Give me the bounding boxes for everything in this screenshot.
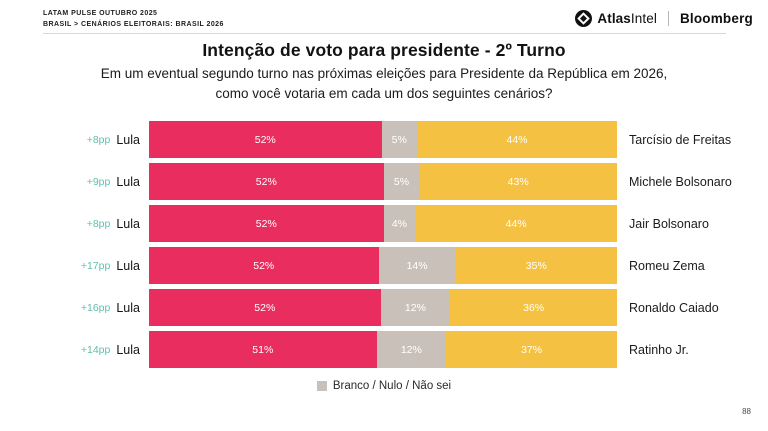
opponent-name: Ronaldo Caiado <box>629 300 719 315</box>
bar-segment-lula: 51% <box>149 331 377 368</box>
segment-value-label: 35% <box>525 259 547 272</box>
atlas-wordmark-regular: Intel <box>630 10 657 26</box>
segment-value-label: 37% <box>521 343 543 356</box>
bar-segment-opponent: 44% <box>415 205 618 242</box>
bar-segment-opponent: 44% <box>417 121 617 158</box>
atlasintel-wordmark: AtlasIntel <box>597 11 657 26</box>
brand-logos: AtlasIntel Bloomberg <box>575 8 753 28</box>
segment-value-label: 14% <box>406 259 428 272</box>
kicker-line-2: BRASIL > CENÁRIOS ELEITORAIS: BRASIL 202… <box>43 21 224 28</box>
legend-label: Branco / Nulo / Não sei <box>332 380 452 392</box>
segment-value-label: 51% <box>252 343 274 356</box>
brand-divider <box>667 10 669 26</box>
lead-margin-label: +8pp <box>86 217 111 230</box>
bar-segment-lula: 52% <box>149 121 382 158</box>
lula-label: Lula <box>116 216 140 231</box>
stacked-bar: 52% 5% 44% <box>149 121 617 158</box>
bar-segment-neutral: 14% <box>378 247 456 284</box>
opponent-name: Ratinho Jr. <box>629 342 689 357</box>
stacked-bar: 52% 12% 36% <box>149 289 617 326</box>
bar-segment-neutral: 5% <box>381 121 418 158</box>
bar-segment-opponent: 36% <box>450 289 617 326</box>
lead-margin-label: +16pp <box>80 301 111 314</box>
lead-margin-label: +17pp <box>80 259 111 272</box>
row-left-labels: +14pp Lula <box>43 331 149 368</box>
chart-row: +8pp Lula 52% 5% 44% Tarcísio de Freitas <box>43 121 753 158</box>
lula-label: Lula <box>116 258 140 273</box>
chart-row: +16pp Lula 52% 12% 36% Ronaldo Caiado <box>43 289 753 326</box>
segment-value-label: 5% <box>393 175 410 188</box>
stacked-bar: 52% 5% 43% <box>149 163 618 200</box>
subtitle-line-1: Em um eventual segundo turno nas próxima… <box>100 66 668 81</box>
kicker-line-1: LATAM PULSE OUTUBRO 2025 <box>43 10 158 17</box>
segment-value-label: 44% <box>506 133 528 146</box>
opponent-name: Jair Bolsonaro <box>629 216 709 231</box>
bar-segment-lula: 52% <box>149 289 381 326</box>
bar-segment-neutral: 12% <box>380 289 451 326</box>
lula-label: Lula <box>116 174 140 189</box>
bar-segment-opponent: 35% <box>455 247 617 284</box>
lula-label: Lula <box>116 342 140 357</box>
atlas-wordmark-bold: Atlas <box>597 10 631 26</box>
segment-value-label: 44% <box>505 217 527 230</box>
chart-row: +8pp Lula 52% 4% 44% Jair Bolsonaro <box>43 205 753 242</box>
chart-row: +9pp Lula 52% 5% 43% Michele Bolsonaro <box>43 163 753 200</box>
report-kicker: LATAM PULSE OUTUBRO 2025 BRASIL > CENÁRI… <box>43 8 224 30</box>
bloomberg-wordmark: Bloomberg <box>679 10 753 26</box>
lead-margin-label: +8pp <box>86 133 111 146</box>
chart-legend: Branco / Nulo / Não sei <box>0 380 768 392</box>
row-left-labels: +8pp Lula <box>43 121 149 158</box>
row-left-labels: +8pp Lula <box>43 205 149 242</box>
segment-value-label: 4% <box>391 217 408 230</box>
opponent-name: Romeu Zema <box>629 258 705 273</box>
subtitle-line-2: como você votaria em cada um dos seguint… <box>215 85 553 101</box>
chart-row: +17pp Lula 52% 14% 35% Romeu Zema <box>43 247 753 284</box>
segment-value-label: 52% <box>254 301 276 314</box>
lead-margin-label: +9pp <box>86 175 111 188</box>
atlasintel-diamond-icon <box>575 9 593 27</box>
bar-segment-lula: 52% <box>149 247 379 284</box>
chart-title: Intenção de voto para presidente - 2º Tu… <box>202 40 566 60</box>
segment-value-label: 12% <box>400 343 422 356</box>
header-divider-line <box>43 33 726 34</box>
segment-value-label: 52% <box>253 259 275 272</box>
segment-value-label: 52% <box>255 175 277 188</box>
chart-row: +14pp Lula 51% 12% 37% Ratinho Jr. <box>43 331 753 368</box>
stacked-bar-chart: +8pp Lula 52% 5% 44% Tarcísio de Freitas… <box>43 121 753 373</box>
stacked-bar: 51% 12% 37% <box>149 331 617 368</box>
bar-segment-neutral: 5% <box>383 163 420 200</box>
legend-neutral-swatch <box>316 381 327 391</box>
opponent-name: Michele Bolsonaro <box>629 174 732 189</box>
lead-margin-label: +14pp <box>80 343 111 356</box>
page-number: 88 <box>742 407 751 416</box>
row-left-labels: +9pp Lula <box>43 163 149 200</box>
bar-segment-opponent: 37% <box>446 331 617 368</box>
segment-value-label: 52% <box>255 217 277 230</box>
lula-label: Lula <box>116 132 140 147</box>
segment-value-label: 12% <box>404 301 426 314</box>
chart-subtitle: Em um eventual segundo turno nas próxima… <box>25 64 743 103</box>
bar-segment-opponent: 43% <box>419 163 618 200</box>
bar-segment-lula: 52% <box>149 163 384 200</box>
segment-value-label: 52% <box>254 133 276 146</box>
row-left-labels: +16pp Lula <box>43 289 149 326</box>
opponent-name: Tarcísio de Freitas <box>629 132 732 147</box>
bar-segment-neutral: 12% <box>376 331 447 368</box>
segment-value-label: 36% <box>523 301 545 314</box>
atlasintel-logo: AtlasIntel <box>575 9 657 27</box>
segment-value-label: 43% <box>507 175 529 188</box>
lula-label: Lula <box>116 300 140 315</box>
segment-value-label: 5% <box>391 133 407 146</box>
bar-segment-neutral: 4% <box>383 205 416 242</box>
stacked-bar: 52% 14% 35% <box>149 247 617 284</box>
stacked-bar: 52% 4% 44% <box>149 205 618 242</box>
bar-segment-lula: 52% <box>149 205 384 242</box>
row-left-labels: +17pp Lula <box>43 247 149 284</box>
